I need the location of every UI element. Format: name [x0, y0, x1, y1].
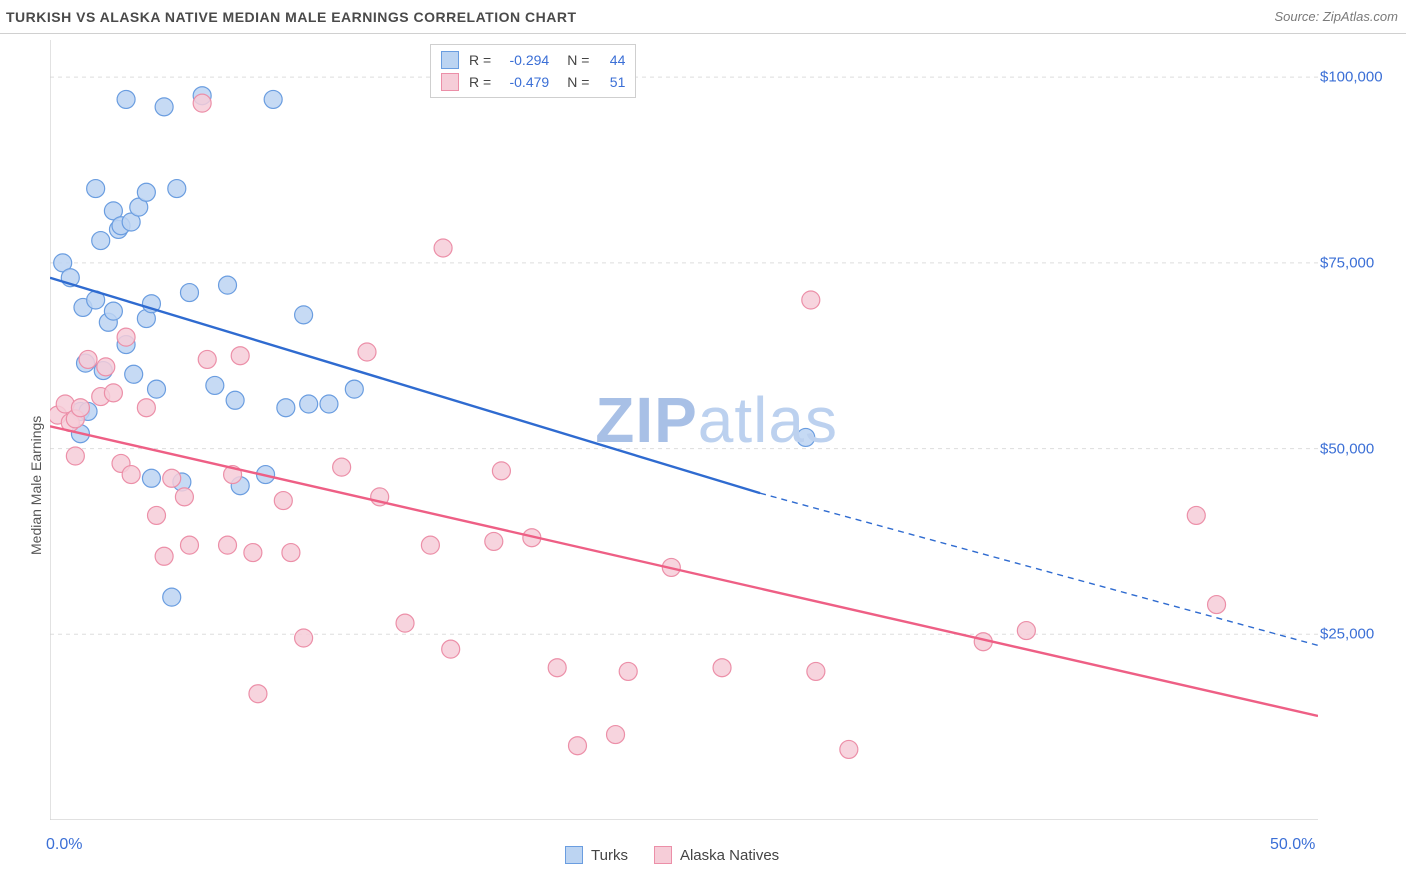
legend-label: Alaska Natives: [680, 847, 779, 864]
r-value: -0.294: [497, 49, 549, 71]
y-tick-label: $75,000: [1320, 254, 1400, 271]
n-label: N =: [567, 71, 589, 93]
legend-item: Turks: [565, 846, 628, 864]
source-attribution: Source: ZipAtlas.com: [1274, 9, 1398, 24]
series-legend: Turks Alaska Natives: [565, 846, 779, 864]
correlation-chart: TURKISH VS ALASKA NATIVE MEDIAN MALE EAR…: [0, 0, 1406, 892]
x-max-label: 50.0%: [1270, 836, 1315, 854]
y-tick-label: $100,000: [1320, 69, 1400, 86]
n-label: N =: [567, 49, 589, 71]
r-label: R =: [469, 49, 491, 71]
y-axis-label: Median Male Earnings: [28, 416, 44, 555]
n-value: 51: [595, 71, 625, 93]
n-value: 44: [595, 49, 625, 71]
title-bar: TURKISH VS ALASKA NATIVE MEDIAN MALE EAR…: [0, 0, 1406, 34]
y-tick-label: $50,000: [1320, 440, 1400, 457]
source-prefix: Source:: [1274, 9, 1322, 24]
source-name: ZipAtlas.com: [1323, 9, 1398, 24]
x-min-label: 0.0%: [46, 836, 82, 854]
legend-stat-row: R = -0.479 N = 51: [441, 71, 625, 93]
legend-swatch: [441, 51, 459, 69]
scatter-svg: [50, 40, 1318, 820]
y-tick-label: $25,000: [1320, 626, 1400, 643]
correlation-legend: R = -0.294 N = 44 R = -0.479 N = 51: [430, 44, 636, 98]
legend-label: Turks: [591, 847, 628, 864]
r-label: R =: [469, 71, 491, 93]
legend-item: Alaska Natives: [654, 846, 779, 864]
legend-swatch: [654, 846, 672, 864]
legend-stat-row: R = -0.294 N = 44: [441, 49, 625, 71]
legend-swatch: [441, 73, 459, 91]
legend-swatch: [565, 846, 583, 864]
chart-title: TURKISH VS ALASKA NATIVE MEDIAN MALE EAR…: [6, 9, 577, 25]
plot-area: ZIPatlas $25,000$50,000$75,000$100,000: [50, 40, 1318, 820]
r-value: -0.479: [497, 71, 549, 93]
